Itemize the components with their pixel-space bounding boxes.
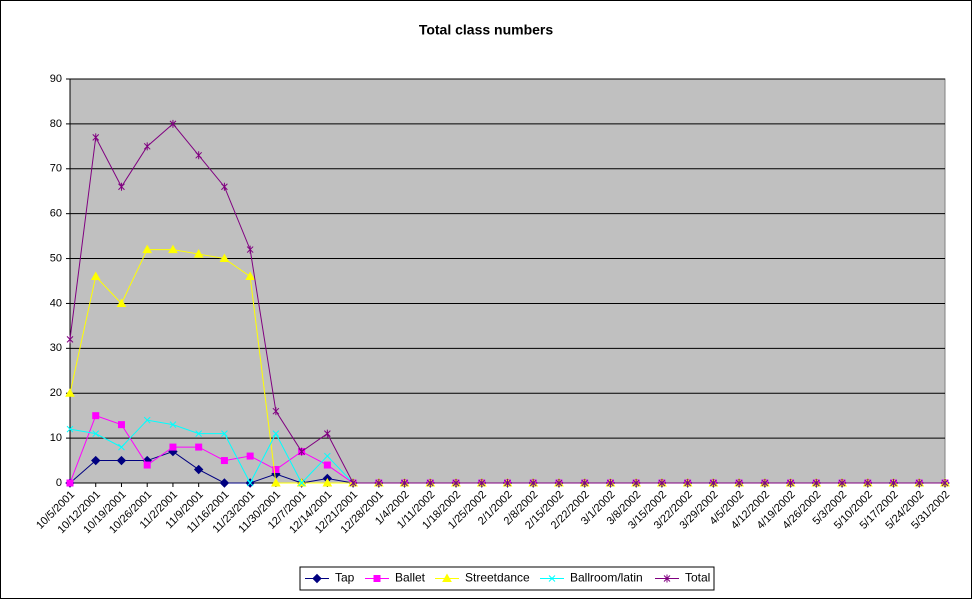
marker [66, 479, 74, 487]
marker [442, 573, 452, 582]
marker [401, 479, 408, 487]
legend-label: Total [685, 571, 710, 585]
marker [169, 421, 177, 428]
marker [221, 182, 228, 191]
marker [323, 429, 331, 438]
marker [710, 479, 717, 487]
marker [169, 443, 177, 451]
marker [91, 455, 101, 466]
marker [373, 575, 381, 582]
marker [890, 479, 897, 487]
y-tick-label: 40 [50, 297, 62, 309]
marker [272, 430, 280, 437]
marker [349, 479, 357, 487]
marker [581, 479, 589, 487]
marker [143, 416, 151, 424]
y-tick-label: 50 [50, 252, 62, 264]
marker [658, 479, 666, 487]
marker [195, 443, 203, 451]
legend-label: Streetdance [465, 571, 530, 585]
marker [504, 479, 511, 487]
marker [787, 479, 794, 487]
marker [92, 133, 100, 142]
marker [272, 407, 280, 416]
marker [246, 245, 254, 254]
marker [322, 477, 333, 487]
marker [298, 479, 305, 487]
legend-label: Tap [335, 571, 355, 585]
marker [555, 479, 563, 487]
y-tick-label: 60 [50, 208, 62, 220]
marker [375, 479, 383, 487]
marker [169, 119, 177, 128]
marker [220, 457, 228, 465]
marker [143, 461, 151, 469]
marker [663, 574, 671, 583]
legend-label: Ballet [395, 571, 426, 585]
marker [838, 479, 846, 487]
marker [548, 575, 556, 582]
marker [246, 452, 254, 460]
y-tick-label: 70 [50, 163, 62, 175]
marker [193, 464, 204, 475]
marker [478, 479, 486, 487]
marker [117, 421, 125, 429]
marker [452, 479, 460, 487]
marker [143, 142, 151, 151]
marker [118, 182, 125, 191]
marker [116, 298, 127, 307]
marker [195, 151, 203, 160]
marker [90, 271, 101, 281]
marker [118, 443, 125, 451]
marker [168, 244, 178, 254]
marker [632, 479, 640, 487]
marker [941, 479, 949, 487]
marker [246, 479, 254, 487]
marker [221, 430, 228, 437]
y-tick-label: 10 [50, 432, 62, 444]
marker [219, 253, 230, 263]
marker [193, 249, 204, 258]
marker [66, 335, 74, 344]
marker [735, 479, 743, 487]
marker [272, 466, 280, 474]
y-tick-label: 90 [50, 73, 62, 85]
marker [271, 477, 281, 487]
marker [195, 430, 203, 437]
y-tick-label: 20 [50, 387, 62, 399]
marker [245, 271, 256, 281]
marker [684, 479, 692, 487]
plot-area [69, 78, 946, 484]
y-tick-label: 30 [50, 342, 62, 354]
chart-title: Total class numbers [419, 22, 554, 38]
marker [92, 412, 100, 420]
legend-box [299, 566, 715, 591]
marker [607, 479, 614, 487]
marker [298, 447, 305, 456]
marker [312, 573, 322, 584]
marker [65, 388, 75, 397]
marker [219, 478, 230, 488]
marker [323, 452, 331, 460]
marker [915, 479, 923, 487]
marker [92, 430, 100, 437]
y-tick-label: 0 [56, 477, 62, 489]
y-tick-label: 80 [50, 118, 62, 130]
marker [323, 461, 331, 469]
marker [529, 479, 537, 487]
marker [761, 479, 769, 487]
marker [426, 479, 434, 487]
marker [116, 455, 127, 466]
marker [142, 244, 153, 254]
marker [66, 425, 74, 433]
legend: Tap Ballet Streetdance Ballroom/latin Total [299, 566, 715, 591]
marker [812, 479, 820, 487]
marker [864, 479, 872, 487]
legend-label: Ballroom/latin [570, 571, 643, 585]
series [66, 119, 949, 487]
